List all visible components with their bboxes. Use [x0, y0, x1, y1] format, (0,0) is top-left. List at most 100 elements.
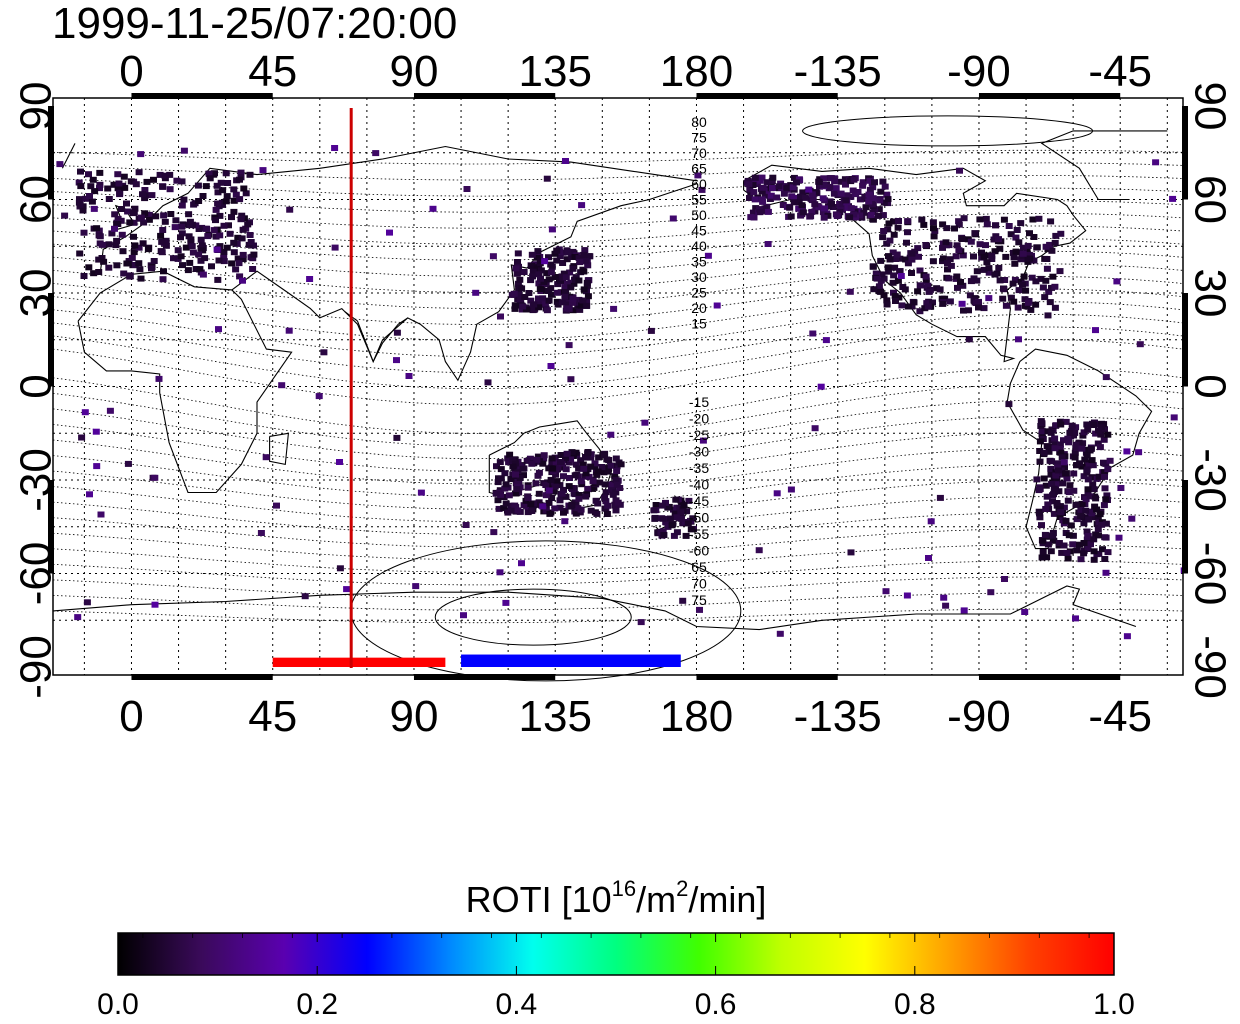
roti-cell	[151, 601, 159, 608]
roti-cell	[829, 204, 837, 210]
roti-cell	[1095, 532, 1102, 539]
roti-cell	[180, 196, 188, 203]
roti-cell	[1015, 336, 1022, 343]
roti-cell	[880, 199, 888, 206]
bottom-tick-label: 0	[119, 692, 143, 741]
roti-cell	[971, 230, 979, 237]
roti-cell	[535, 469, 543, 476]
roti-cell	[114, 185, 122, 192]
roti-cell	[588, 485, 596, 492]
roti-cell	[564, 300, 572, 306]
roti-cell	[1012, 234, 1020, 241]
roti-cell	[112, 242, 120, 249]
roti-cell	[320, 349, 328, 356]
roti-cell	[866, 186, 874, 193]
roti-cell	[128, 254, 136, 261]
roti-cell	[664, 504, 672, 511]
roti-cell	[808, 208, 816, 215]
roti-cell	[520, 502, 528, 509]
roti-cell	[1049, 273, 1057, 280]
roti-cell	[759, 184, 767, 191]
roti-cell	[1036, 448, 1044, 454]
roti-cell	[331, 244, 339, 251]
roti-cell	[1044, 501, 1052, 508]
roti-cell	[405, 373, 413, 379]
roti-cell	[239, 256, 247, 263]
roti-cell	[202, 183, 210, 190]
roti-cell	[586, 253, 594, 260]
roti-cell	[898, 302, 906, 309]
roti-cell	[230, 197, 238, 204]
roti-cell	[575, 296, 583, 303]
roti-cell	[74, 614, 82, 621]
roti-cell	[584, 293, 592, 300]
roti-cell	[955, 221, 963, 228]
roti-cell	[904, 260, 912, 267]
roti-cell	[513, 270, 521, 277]
roti-cell	[548, 291, 555, 298]
roti-cell	[847, 549, 855, 556]
roti-cell	[548, 495, 556, 501]
roti-cell	[205, 170, 213, 177]
roti-cell	[939, 221, 947, 228]
roti-cell	[93, 463, 101, 470]
roti-cell	[501, 485, 509, 492]
roti-cell	[875, 212, 882, 219]
roti-cell	[1059, 480, 1067, 487]
roti-cell	[1092, 327, 1099, 334]
roti-cell	[1042, 506, 1050, 512]
roti-cell	[582, 470, 590, 477]
roti-cell	[1113, 278, 1121, 285]
roti-cell	[886, 237, 894, 244]
roti-cell	[917, 282, 925, 289]
roti-cell	[985, 295, 993, 302]
roti-cell	[896, 255, 904, 262]
roti-cell	[957, 279, 964, 285]
roti-cell	[1087, 508, 1095, 515]
coastline	[1006, 348, 1153, 550]
roti-cell	[583, 454, 591, 461]
roti-cell	[809, 195, 817, 202]
roti-cell	[178, 202, 186, 209]
contour-label: 75	[691, 130, 707, 146]
roti-cell	[903, 239, 910, 246]
roti-cell	[549, 465, 557, 472]
roti-cell	[1103, 492, 1111, 499]
roti-cell	[497, 313, 504, 320]
roti-cell	[916, 267, 924, 274]
roti-cell	[1096, 444, 1104, 451]
roti-cell	[1090, 556, 1098, 563]
roti-cell	[679, 597, 687, 604]
roti-cell	[591, 463, 599, 470]
roti-cell	[826, 183, 834, 190]
roti-cell	[585, 473, 593, 480]
roti-cell	[236, 176, 243, 183]
roti-cell	[570, 280, 578, 287]
roti-cell	[194, 182, 202, 189]
roti-cell	[135, 260, 143, 267]
contour-label: -40	[689, 477, 709, 493]
roti-cell	[1039, 537, 1047, 544]
roti-cell	[372, 150, 380, 157]
roti-cell	[811, 201, 819, 208]
roti-cell	[131, 205, 139, 212]
contour-label: -55	[689, 526, 709, 542]
roti-cell	[1056, 268, 1064, 275]
roti-cell	[80, 273, 88, 279]
roti-cell	[120, 270, 128, 277]
roti-cell	[1039, 548, 1047, 555]
roti-cell	[793, 179, 800, 186]
roti-cell	[542, 507, 550, 514]
roti-cell	[565, 483, 573, 490]
roti-cell	[1032, 278, 1040, 285]
roti-cell	[563, 450, 571, 457]
roti-cell	[137, 214, 145, 221]
roti-cell	[1072, 501, 1080, 508]
roti-cell	[1038, 522, 1045, 529]
roti-cell	[1064, 555, 1072, 562]
roti-cell	[177, 253, 185, 260]
roti-cell	[837, 190, 845, 197]
roti-cell	[885, 220, 893, 227]
roti-cell	[895, 218, 902, 224]
roti-cell	[601, 452, 608, 459]
